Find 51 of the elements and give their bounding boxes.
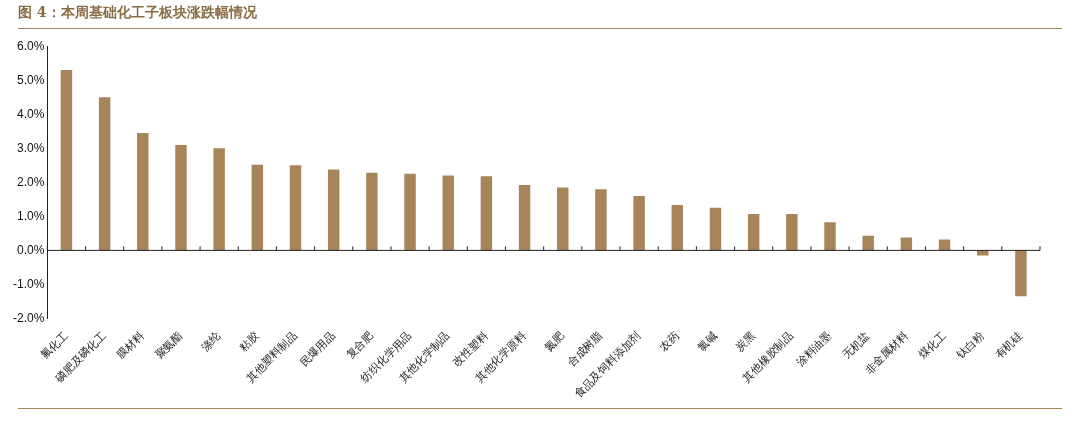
bar xyxy=(518,185,531,251)
y-tick-label: 6.0% xyxy=(16,38,45,53)
y-tick-label: -2.0% xyxy=(12,310,45,325)
x-tick-label: 钛白粉 xyxy=(953,329,987,363)
x-tick-label: 涂料油墨 xyxy=(793,329,835,370)
bar xyxy=(747,213,760,251)
bar xyxy=(175,144,187,251)
bar xyxy=(900,237,913,251)
x-tick-label: 氟化工 xyxy=(38,329,71,362)
x-tick-label: 炭黑 xyxy=(733,329,758,354)
x-tick-label: 膜材料 xyxy=(114,329,147,362)
x-tick-label: 聚氨酯 xyxy=(152,329,186,362)
bar xyxy=(862,235,874,251)
x-tick-label: 煤化工 xyxy=(916,329,949,362)
bar xyxy=(60,70,73,251)
bar xyxy=(709,207,722,251)
bar xyxy=(213,148,225,251)
x-tick-label: 粘胶 xyxy=(236,329,262,354)
x-tick-label: 民爆用品 xyxy=(297,329,338,370)
bar xyxy=(633,195,645,251)
bar xyxy=(1015,250,1027,297)
bar xyxy=(366,172,378,251)
x-tick-label: 无机盐 xyxy=(839,329,873,362)
x-tick-label: 复合肥 xyxy=(343,329,377,362)
bar xyxy=(824,222,836,251)
bar xyxy=(98,97,111,251)
bar xyxy=(786,213,798,251)
bar xyxy=(327,169,340,251)
bar xyxy=(671,205,684,251)
y-tick-label: 5.0% xyxy=(16,72,45,87)
bar xyxy=(289,165,302,251)
x-tick-label: 氯碱 xyxy=(694,329,720,354)
y-tick-label: 1.0% xyxy=(16,208,45,223)
bar xyxy=(480,176,493,251)
y-tick-label: -1.0% xyxy=(12,276,45,291)
bar xyxy=(557,187,569,251)
bar xyxy=(137,132,149,251)
y-tick-label: 4.0% xyxy=(16,106,45,121)
y-tick-label: 3.0% xyxy=(16,140,45,155)
y-tick-label: 2.0% xyxy=(16,174,45,189)
x-tick-label: 氮肥 xyxy=(542,329,567,354)
bar xyxy=(404,173,416,251)
x-tick-label: 农药 xyxy=(656,329,682,354)
x-tick-label: 有机硅 xyxy=(992,329,1026,362)
x-tick-label: 涤纶 xyxy=(198,329,224,354)
bar xyxy=(442,175,454,251)
bar xyxy=(595,189,607,251)
bar xyxy=(938,239,951,251)
y-tick-label: 0.0% xyxy=(16,242,45,257)
chart-title: 图 4：本周基础化工子板块涨跌幅情况 xyxy=(18,4,1062,29)
bar xyxy=(251,164,264,251)
